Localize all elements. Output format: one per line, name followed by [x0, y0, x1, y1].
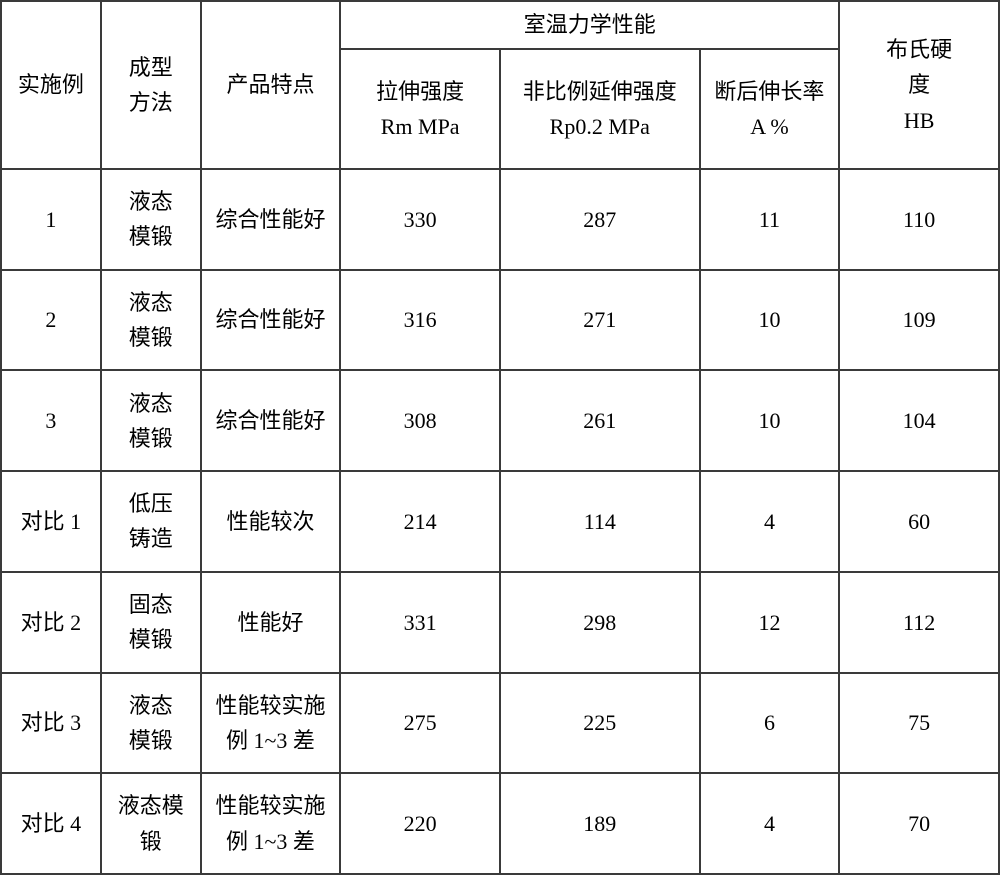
cell-example: 对比 1	[1, 471, 101, 572]
cell-method: 液态模锻	[101, 673, 201, 774]
header-method: 成型方法	[101, 1, 201, 169]
cell-feature: 性能好	[201, 572, 341, 673]
cell-rm: 330	[340, 169, 500, 270]
cell-method: 液态模锻	[101, 169, 201, 270]
cell-method: 液态模锻	[101, 773, 201, 874]
cell-example: 对比 3	[1, 673, 101, 774]
cell-rm: 275	[340, 673, 500, 774]
cell-a: 10	[700, 370, 840, 471]
cell-feature: 性能较实施例 1~3 差	[201, 773, 341, 874]
cell-rm: 220	[340, 773, 500, 874]
cell-rp: 298	[500, 572, 700, 673]
table-body: 1 液态模锻 综合性能好 330 287 11 110 2 液态模锻 综合性能好…	[1, 169, 999, 874]
cell-a: 4	[700, 773, 840, 874]
cell-method: 低压铸造	[101, 471, 201, 572]
header-group: 室温力学性能	[340, 1, 839, 49]
table-row: 对比 1 低压铸造 性能较次 214 114 4 60	[1, 471, 999, 572]
table-row: 对比 2 固态模锻 性能好 331 298 12 112	[1, 572, 999, 673]
cell-method: 液态模锻	[101, 370, 201, 471]
properties-table: 实施例 成型方法 产品特点 室温力学性能 布氏硬度HB 拉伸强度Rm MPa 非…	[0, 0, 1000, 875]
cell-feature: 性能较实施例 1~3 差	[201, 673, 341, 774]
cell-hb: 75	[839, 673, 999, 774]
table-row: 3 液态模锻 综合性能好 308 261 10 104	[1, 370, 999, 471]
cell-hb: 70	[839, 773, 999, 874]
table-row: 1 液态模锻 综合性能好 330 287 11 110	[1, 169, 999, 270]
header-example: 实施例	[1, 1, 101, 169]
cell-a: 11	[700, 169, 840, 270]
cell-example: 对比 2	[1, 572, 101, 673]
cell-rp: 271	[500, 270, 700, 371]
cell-feature: 性能较次	[201, 471, 341, 572]
table-row: 对比 3 液态模锻 性能较实施例 1~3 差 275 225 6 75	[1, 673, 999, 774]
header-a: 断后伸长率A %	[700, 49, 840, 169]
header-features: 产品特点	[201, 1, 341, 169]
cell-example: 对比 4	[1, 773, 101, 874]
cell-hb: 110	[839, 169, 999, 270]
cell-feature: 综合性能好	[201, 370, 341, 471]
cell-rp: 114	[500, 471, 700, 572]
cell-rp: 261	[500, 370, 700, 471]
header-rp: 非比例延伸强度Rp0.2 MPa	[500, 49, 700, 169]
cell-a: 4	[700, 471, 840, 572]
cell-a: 6	[700, 673, 840, 774]
cell-a: 10	[700, 270, 840, 371]
cell-example: 3	[1, 370, 101, 471]
cell-rm: 308	[340, 370, 500, 471]
table-row: 2 液态模锻 综合性能好 316 271 10 109	[1, 270, 999, 371]
cell-example: 2	[1, 270, 101, 371]
cell-rp: 189	[500, 773, 700, 874]
cell-feature: 综合性能好	[201, 169, 341, 270]
header-rm: 拉伸强度Rm MPa	[340, 49, 500, 169]
cell-method: 固态模锻	[101, 572, 201, 673]
cell-hb: 109	[839, 270, 999, 371]
cell-rp: 225	[500, 673, 700, 774]
header-hb: 布氏硬度HB	[839, 1, 999, 169]
cell-example: 1	[1, 169, 101, 270]
cell-rm: 331	[340, 572, 500, 673]
cell-rm: 316	[340, 270, 500, 371]
cell-a: 12	[700, 572, 840, 673]
cell-feature: 综合性能好	[201, 270, 341, 371]
cell-hb: 60	[839, 471, 999, 572]
cell-hb: 112	[839, 572, 999, 673]
cell-method: 液态模锻	[101, 270, 201, 371]
cell-rp: 287	[500, 169, 700, 270]
cell-hb: 104	[839, 370, 999, 471]
table-row: 对比 4 液态模锻 性能较实施例 1~3 差 220 189 4 70	[1, 773, 999, 874]
cell-rm: 214	[340, 471, 500, 572]
